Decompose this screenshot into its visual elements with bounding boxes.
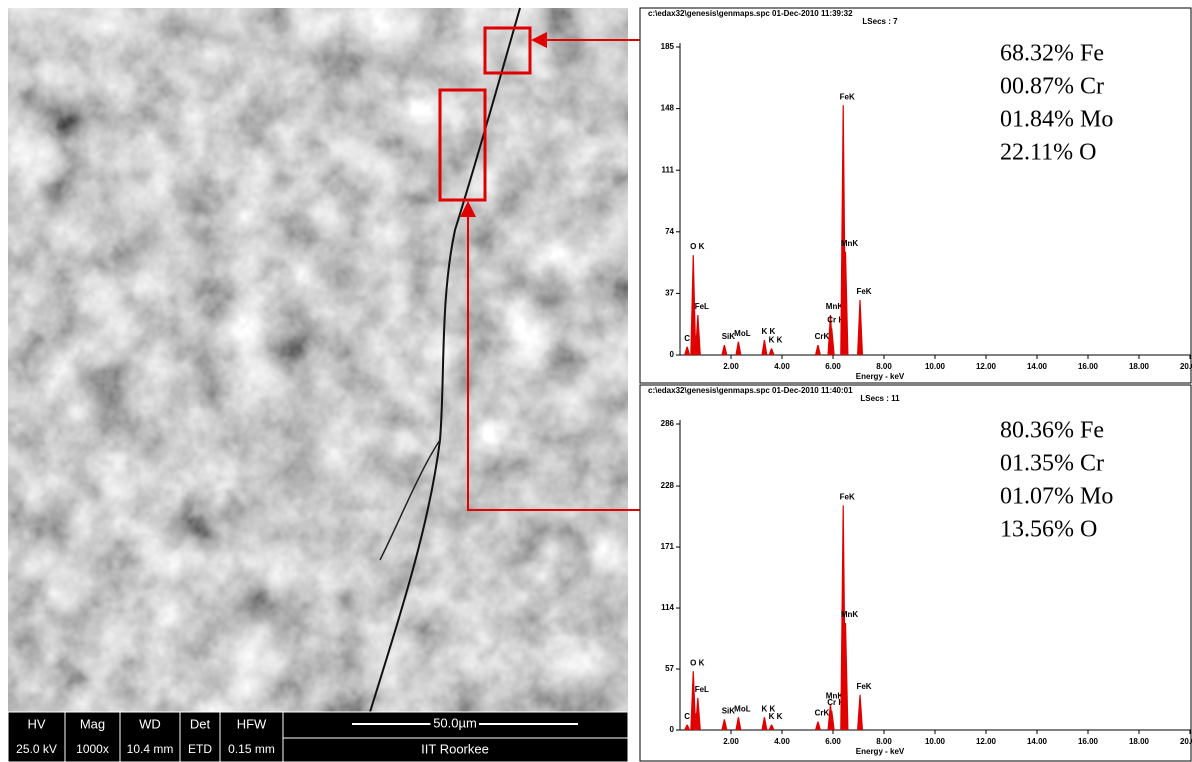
peak [857,300,863,355]
x-tick-label: 20.00 [1180,362,1192,371]
x-tick-label: 14.00 [1027,362,1048,371]
composition: 01.84% Mo [1000,107,1113,133]
spectrum-title: c:\edax32\genesis\genmaps.spc 01-Dec-201… [648,386,853,395]
y-tick-label: 0 [670,350,675,359]
peak [735,342,741,355]
peak-label: K K [769,335,783,344]
composition: 22.11% O [1000,140,1096,166]
info-header: Mag [80,716,105,731]
x-axis-label: Energy - keV [856,747,905,756]
peak [684,347,690,355]
peak [721,345,727,355]
peak [815,345,821,355]
sem-image [8,8,628,712]
peak [684,725,690,730]
info-value: 1000x [76,742,109,756]
y-tick-label: 111 [662,165,675,174]
x-tick-label: 12.00 [976,737,997,746]
spectrum-frame [640,385,1191,761]
spectrum-title: c:\edax32\genesis\genmaps.spc 01-Dec-201… [648,9,853,18]
y-tick-label: 57 [665,664,674,673]
x-tick-label: 10.00 [925,362,946,371]
info-value: 10.4 mm [127,742,174,756]
peak [769,348,775,355]
peak [690,671,696,730]
composition: 00.87% Cr [1000,74,1104,100]
peak [735,717,741,730]
peak-label: FeK [840,92,855,101]
x-axis-label: Energy - keV [856,372,905,381]
x-tick-label: 18.00 [1129,737,1150,746]
x-tick-label: 14.00 [1027,737,1048,746]
info-header: Det [190,716,211,731]
y-tick-label: 0 [670,725,675,734]
composition: 01.07% Mo [1000,484,1113,510]
peak-label: FeK [840,492,855,501]
peak-label: MnK [841,239,859,248]
x-tick-label: 20.00 [1180,737,1192,746]
peak-label: MoL [734,704,751,713]
info-header: WD [139,716,161,731]
x-tick-label: 6.00 [825,737,841,746]
y-tick-label: 286 [661,419,675,428]
spectrum-subtitle: LSecs : 7 [862,17,898,26]
peak [857,695,863,730]
peak-label: FeL [695,302,709,311]
x-tick-label: 6.00 [825,362,841,371]
y-tick-label: 228 [661,481,675,490]
peak-label: MnK [841,610,859,619]
x-tick-label: 10.00 [925,737,946,746]
info-header: HFW [237,716,267,731]
y-tick-label: 185 [661,42,675,51]
x-tick-label: 2.00 [723,737,739,746]
scale-label: 50.0µm [433,715,477,730]
x-tick-label: 12.00 [976,362,997,371]
peak-label: O K [690,242,704,251]
x-tick-label: 2.00 [723,362,739,371]
page: 50.0µm IIT Roorkee HV 25.0 kV Mag 1000x WD 10… [0,0,1192,762]
x-tick-label: 4.00 [774,737,790,746]
peak [815,721,821,730]
composition: 80.36% Fe [1000,418,1104,444]
y-tick-label: 171 [661,542,675,551]
composition: 68.32% Fe [1000,41,1104,67]
peak-label: O K [690,658,704,667]
spectrum-frame [640,8,1191,383]
info-header: HV [27,716,45,731]
x-tick-label: 16.00 [1078,737,1099,746]
peak-label: FeK [856,287,871,296]
peak [721,719,727,730]
peak-label: FeK [856,682,871,691]
peak-label: MoL [734,329,751,338]
spectrum-subtitle: LSecs : 11 [860,394,900,403]
x-tick-label: 18.00 [1129,362,1150,371]
peak-label: CrK [815,332,830,341]
info-value: 0.15 mm [228,742,275,756]
figure: 50.0µm IIT Roorkee HV 25.0 kV Mag 1000x WD 10… [0,0,1192,762]
peak [761,717,767,730]
info-value: 25.0 kV [16,742,57,756]
peak [769,725,775,730]
y-tick-label: 37 [665,289,674,298]
peak-label: FeL [695,685,709,694]
peak [761,340,767,355]
y-tick-label: 148 [661,104,675,113]
info-value: ETD [188,742,212,756]
composition: 13.56% O [1000,517,1097,543]
x-tick-label: 4.00 [774,362,790,371]
info-bar: 50.0µm IIT Roorkee HV 25.0 kV Mag 1000x WD 10… [8,712,628,762]
x-tick-label: 16.00 [1078,362,1099,371]
x-tick-label: 8.00 [876,362,892,371]
peak-label: K K [769,712,783,721]
institution: IIT Roorkee [421,741,489,756]
y-tick-label: 114 [661,603,674,612]
x-tick-label: 8.00 [876,737,892,746]
y-tick-label: 74 [665,227,674,236]
peak-label: CrK [815,709,830,718]
composition: 01.35% Cr [1000,451,1104,477]
